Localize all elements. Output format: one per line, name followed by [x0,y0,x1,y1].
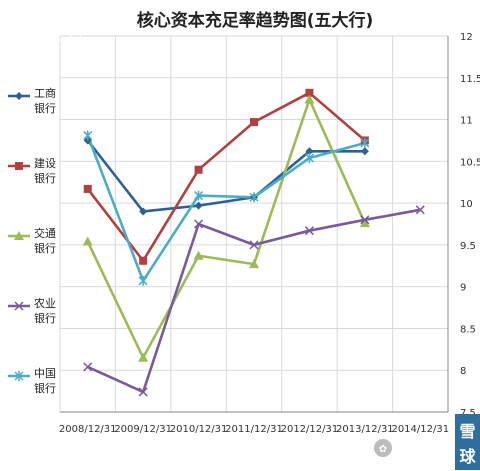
grid-lines [59,35,449,413]
data-point [250,118,258,127]
series-line-5 [86,134,366,283]
data-point [360,137,370,148]
y-tick-labels: 7.5 8 8.5 9 9.5 10 10.5 11 11.5 12 [460,32,480,419]
legend-label: 工商 [34,86,56,100]
x-tick-label: 2011/12/31 [225,424,283,435]
chart-title: 核心资本充足率趋势图(五大行) [137,10,374,31]
data-point [304,152,314,163]
data-point [305,88,314,97]
data-point [138,275,148,286]
data-point [415,205,425,215]
data-point [304,94,315,104]
data-point [305,147,314,156]
data-point [304,226,314,236]
data-point [359,218,370,228]
data-point [249,192,259,203]
data-point [360,215,370,225]
legend-marker-icon [14,301,24,311]
data-point [194,190,204,201]
legend-marker-icon [15,92,23,100]
data-point [249,240,259,250]
x-tick-label: 2012/12/31 [281,424,339,435]
data-point [82,236,93,246]
x-tick-label: 2009/12/31 [114,424,172,435]
wechat-icon [374,439,392,457]
data-point [194,201,203,210]
watermark-top-text: @吴林之王 [22,32,87,47]
y-tick-label: 9.5 [460,241,476,252]
y-tick-label: 8 [460,366,466,377]
legend-label: 中国 [34,367,56,380]
xueqiu-badge [455,414,480,470]
y-tick-label: 12 [460,32,473,43]
wechat-icon-glyph: ✿ [379,444,387,455]
data-point [83,130,93,141]
y-tick-label: 11.5 [460,74,480,85]
data-point [138,387,148,397]
watermark-bottom-text: 财金阅读 [397,441,445,456]
x-tick-label: 2010/12/31 [170,424,228,435]
data-point [194,165,203,174]
series-line-1 [86,139,365,213]
data-point [139,207,148,216]
data-point [193,250,204,260]
watermark-top: @吴林之王 [6,31,87,47]
watermark-bottom: ✿ 财金阅读 雪 球 [374,414,480,470]
series-markers [82,88,425,397]
legend-label: 银行 [34,241,56,255]
legend-label: 银行 [34,381,56,395]
xueqiu-badge-top: 雪 [459,422,475,441]
series-lines [86,91,421,394]
y-tick-label: 10.5 [460,157,480,168]
legend-label: 交通 [34,226,56,240]
data-point [139,256,148,265]
legend-label: 银行 [34,171,56,185]
legend-label: 农业 [34,296,56,310]
legend-label: 银行 [34,311,56,325]
data-point [83,362,93,372]
axes [60,36,449,413]
y-tick-label: 11 [460,116,473,127]
y-tick-label: 10 [460,199,473,210]
x-tick-label: 2008/12/31 [59,424,117,435]
legend-label: 建设 [34,156,56,170]
data-point [194,219,204,229]
y-tick-label: 9 [460,283,466,294]
legend-marker-icon [14,371,24,381]
y-tick-label: 7.5 [460,408,476,419]
xueqiu-badge-bottom: 球 [459,447,476,466]
series-line-3 [86,98,367,359]
legend-marker-icon [15,162,23,170]
legend-marker-icon [14,231,24,240]
data-point [249,259,259,269]
series-line-2 [86,91,366,263]
x-tick-label: 2013/12/31 [336,424,394,435]
x-tick-label: 2014/12/31 [391,424,449,435]
data-point [83,184,92,193]
series-line-4 [87,208,421,394]
legend-label: 银行 [34,101,56,115]
watermark-logo-icon [6,31,20,45]
x-tick-labels: 2008/12/312009/12/312010/12/312011/12/31… [59,424,449,435]
y-tick-label: 8.5 [460,324,476,335]
data-point [138,352,149,362]
data-point [360,147,369,156]
